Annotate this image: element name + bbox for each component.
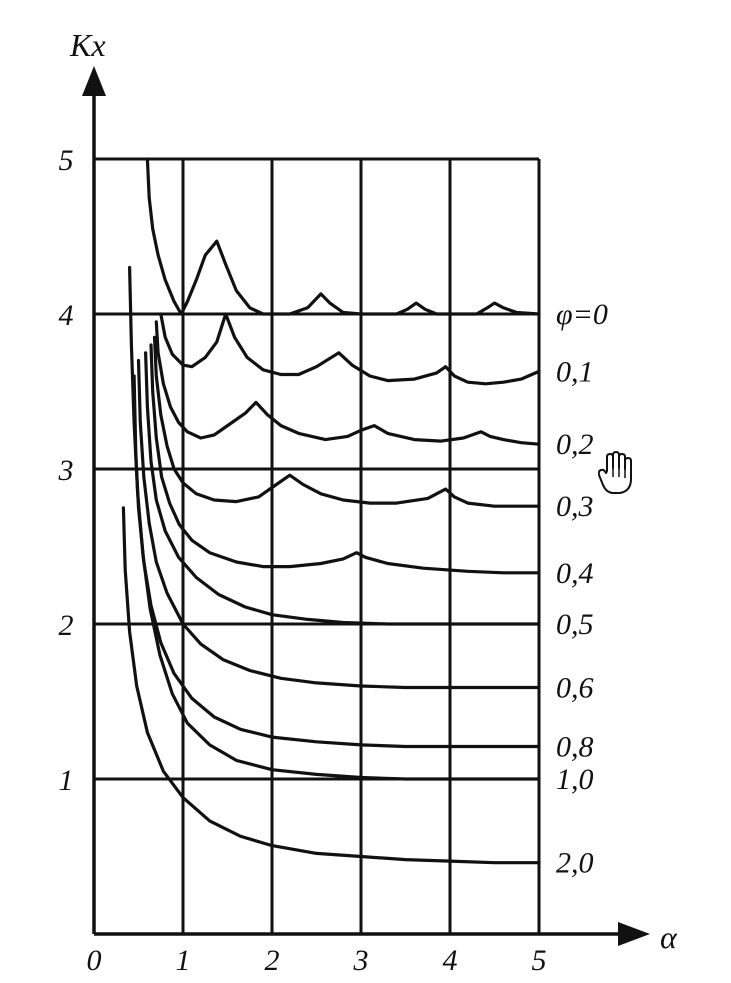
- series-label: 1,0: [556, 763, 594, 796]
- series-curves: [121, 157, 541, 865]
- y-tick-label: 1: [59, 764, 74, 797]
- series-label: 0,3: [556, 490, 594, 523]
- series-label: 0,4: [556, 557, 594, 590]
- series-label: 0,8: [556, 730, 594, 763]
- series-label: φ=0: [556, 298, 608, 331]
- x-tick-label: 0: [87, 944, 102, 977]
- y-tick-label: 5: [59, 144, 74, 177]
- series-label: 0,6: [556, 672, 594, 705]
- y-tick-label: 3: [58, 454, 74, 487]
- series-label: 0,1: [556, 355, 594, 388]
- series-curve: [145, 157, 541, 316]
- x-tick-label: 4: [443, 944, 458, 977]
- grid: [94, 157, 541, 934]
- series-curve: [144, 351, 541, 626]
- x-tick-label: 2: [265, 944, 280, 977]
- series-curve: [136, 358, 541, 690]
- y-axis-arrow: [82, 66, 106, 96]
- series-curve: [128, 265, 541, 781]
- series-label: 0,5: [556, 608, 594, 641]
- x-axis-arrow: [618, 922, 650, 946]
- series-label: 2,0: [556, 847, 594, 880]
- x-tick-label: 3: [353, 944, 369, 977]
- hand-cursor-icon: [598, 451, 632, 494]
- x-tick-label: 5: [532, 944, 547, 977]
- axes: Kx α: [69, 27, 678, 955]
- series-label: 0,2: [556, 428, 594, 461]
- series-curve: [149, 343, 541, 575]
- y-tick-label: 4: [59, 299, 74, 332]
- y-axis-label: Kx: [69, 27, 106, 63]
- series-curve: [159, 312, 541, 386]
- series-labels: φ=0 0,1 0,2 0,3 0,4 0,5 0,6 0,81,0 2,0: [556, 298, 608, 880]
- tick-labels: 0 1 2 3 4 5 1 2 3 4 5: [58, 144, 547, 977]
- series-curve: [154, 320, 541, 446]
- y-tick-label: 2: [59, 609, 74, 642]
- series-curve: [152, 335, 541, 508]
- x-tick-label: 1: [176, 944, 191, 977]
- x-axis-label: α: [660, 919, 678, 955]
- series-curve: [121, 506, 541, 865]
